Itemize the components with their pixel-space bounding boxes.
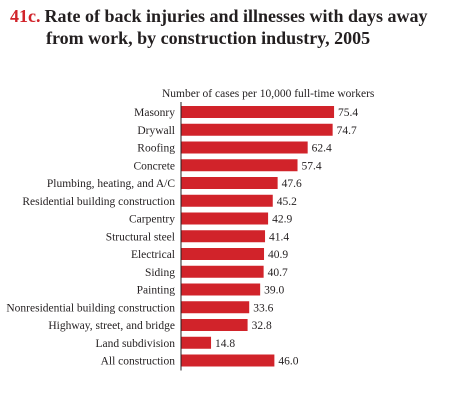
value-label: 46.0 — [278, 356, 298, 368]
category-label: Drywall — [137, 125, 175, 137]
bar — [181, 141, 308, 154]
bar — [181, 301, 250, 314]
value-label: 40.7 — [268, 267, 288, 279]
x-axis-label: Number of cases per 10,000 full-time wor… — [162, 88, 375, 100]
bar — [181, 248, 265, 260]
category-label: Residential building construction — [22, 196, 175, 208]
bar — [181, 212, 269, 225]
value-label: 41.4 — [269, 231, 289, 243]
category-label: Concrete — [133, 160, 175, 172]
value-label: 33.6 — [253, 302, 273, 314]
value-label: 14.8 — [215, 338, 235, 350]
category-label: Painting — [137, 285, 176, 297]
bar — [181, 177, 278, 189]
value-label: 62.4 — [312, 143, 332, 155]
category-label: Structural steel — [106, 231, 175, 243]
value-label: 57.4 — [302, 160, 322, 172]
category-label: Carpentry — [129, 214, 175, 226]
category-label: Roofing — [137, 143, 175, 155]
bar — [181, 336, 212, 349]
value-label: 40.9 — [268, 249, 288, 261]
category-label: Land subdivision — [95, 338, 175, 350]
value-label: 45.2 — [277, 196, 297, 208]
bar — [181, 106, 335, 118]
category-label: Masonry — [134, 107, 175, 119]
category-label: All construction — [101, 356, 176, 368]
value-label: 47.6 — [282, 178, 302, 190]
category-label: Electrical — [131, 249, 175, 261]
category-label: Highway, street, and bridge — [48, 320, 175, 332]
figure-title-line-1: Rate of back injuries and illnesses with… — [44, 6, 428, 26]
bar — [181, 194, 273, 207]
bars-group: Masonry 75.4 Drywall 74.7 Roofing 62.4 Concret… — [6, 106, 358, 368]
figure-number: 41c. — [10, 6, 41, 26]
bar — [181, 319, 248, 331]
value-label: 42.9 — [272, 214, 292, 226]
bar — [181, 283, 261, 296]
value-label: 39.0 — [264, 285, 284, 297]
category-label: Siding — [145, 267, 175, 279]
bar — [181, 123, 333, 136]
bar — [181, 159, 298, 172]
bar — [181, 230, 266, 243]
value-label: 74.7 — [337, 125, 357, 137]
figure-title-line-2: from work, by construction industry, 200… — [46, 28, 371, 48]
value-label: 32.8 — [252, 320, 272, 332]
category-label: Nonresidential building construction — [6, 302, 175, 314]
value-label: 75.4 — [338, 107, 358, 119]
bar — [181, 265, 264, 278]
bar — [181, 354, 275, 367]
category-label: Plumbing, heating, and A/C — [47, 178, 175, 190]
figure-title: 41c. Rate of back injuries and illnesses… — [10, 6, 450, 49]
